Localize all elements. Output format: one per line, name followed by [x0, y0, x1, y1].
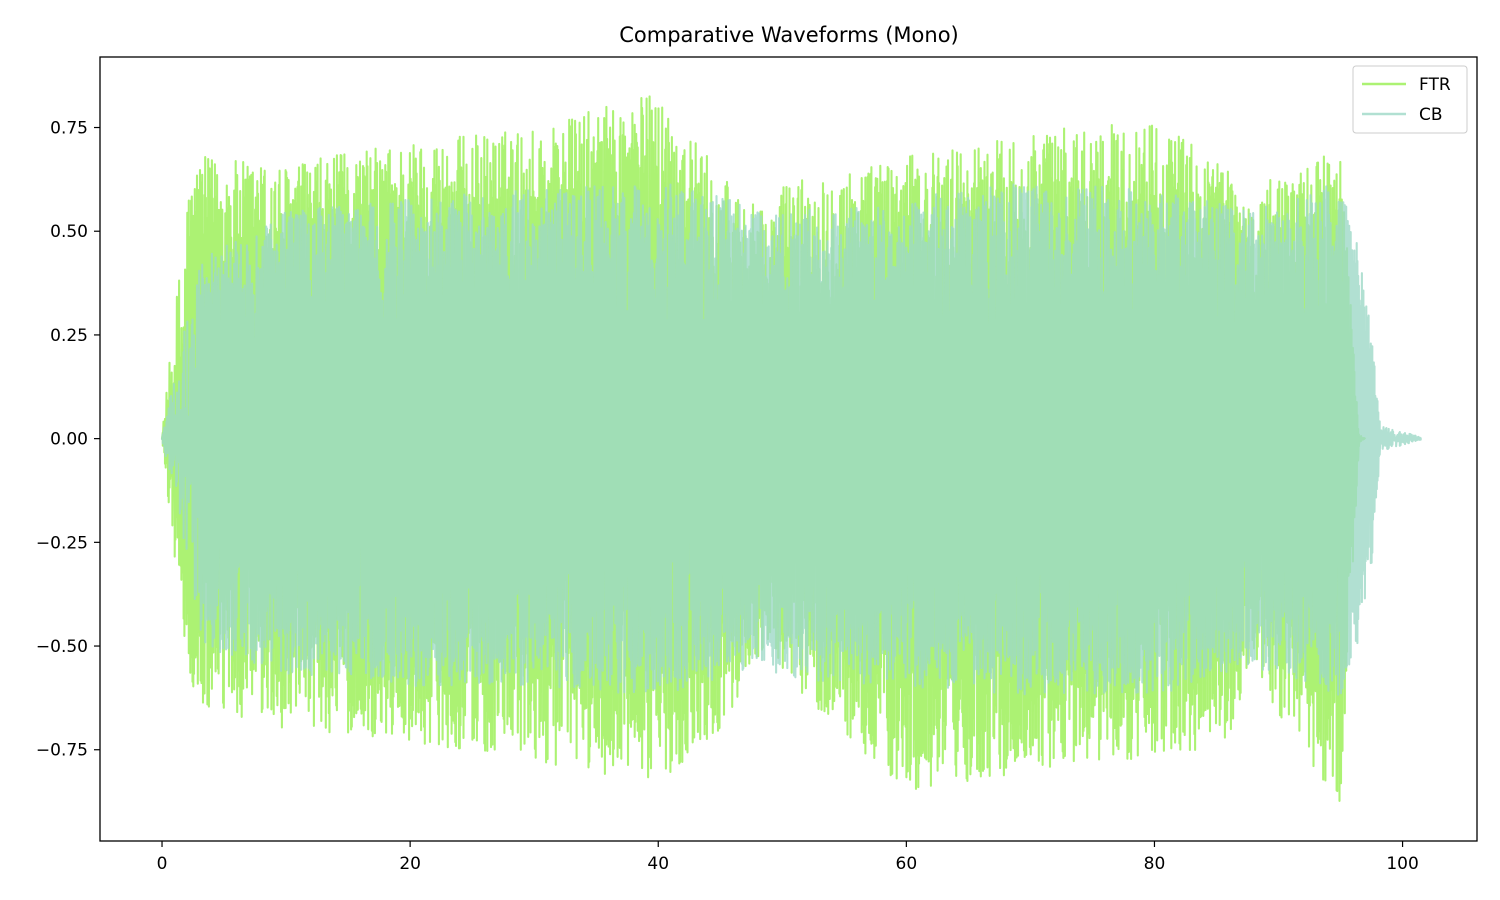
- x-tick-label: 0: [157, 854, 168, 874]
- y-tick-label: 0.00: [50, 430, 88, 450]
- legend: FTR CB: [1352, 65, 1468, 134]
- y-axis: 0.75 0.50 0.25 0.00 −0.25 −0.50 −0.75: [36, 119, 100, 761]
- x-tick-label: 40: [647, 854, 669, 874]
- y-tick-label: −0.75: [36, 741, 88, 761]
- legend-label-ftr: FTR: [1419, 75, 1451, 95]
- y-tick-label: −0.50: [36, 637, 88, 657]
- x-tick-label: 60: [896, 854, 918, 874]
- x-tick-label: 100: [1386, 854, 1418, 874]
- y-tick-label: 0.75: [50, 119, 88, 139]
- y-tick-label: 0.25: [50, 326, 88, 346]
- legend-label-cb: CB: [1419, 105, 1443, 125]
- y-tick-label: −0.25: [36, 533, 88, 553]
- y-tick-label: 0.50: [50, 222, 88, 242]
- chart-title: Comparative Waveforms (Mono): [619, 23, 959, 47]
- x-axis: 0 20 40 60 80 100: [157, 841, 1419, 874]
- x-tick-label: 20: [399, 854, 421, 874]
- series-layer: [160, 95, 1422, 802]
- series-waveform-cb: [160, 183, 1422, 696]
- x-tick-label: 80: [1144, 854, 1166, 874]
- plot-frame: [99, 56, 1478, 842]
